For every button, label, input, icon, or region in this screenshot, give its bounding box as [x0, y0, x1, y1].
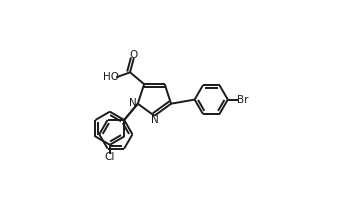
Text: N: N	[151, 115, 159, 125]
Text: HO: HO	[103, 72, 119, 82]
Text: Cl: Cl	[105, 152, 115, 162]
Text: N: N	[129, 98, 136, 108]
Text: Br: Br	[237, 95, 248, 105]
Text: O: O	[130, 50, 138, 60]
